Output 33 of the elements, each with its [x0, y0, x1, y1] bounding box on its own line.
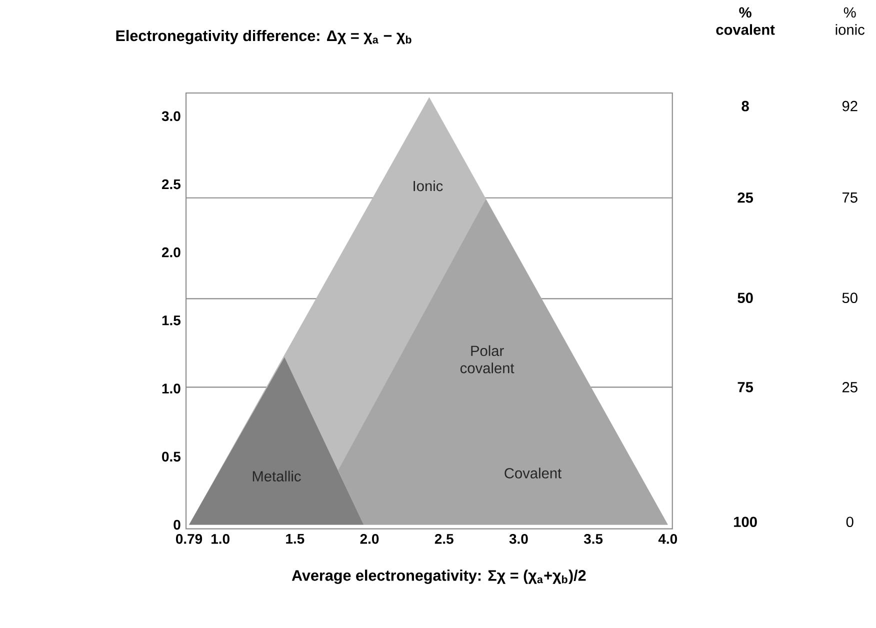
text: % covalent — [716, 7, 775, 35]
y-tick-label: 2.0 — [162, 248, 180, 258]
annotation: Polar covalent — [460, 345, 514, 374]
annotation: Metallic — [252, 470, 301, 482]
x-tick-label: 0.79 — [176, 534, 202, 544]
annotation: Ionic — [414, 180, 443, 192]
text: 25 — [842, 382, 858, 392]
y-tick-label: 2.5 — [162, 179, 180, 190]
x-axis-title: Average electronegativity: Σχ = (χ$_{a}$+χ$_{b}$)/2 — [292, 570, 586, 584]
x-tick-label: 3.0 — [509, 534, 528, 544]
text: % ionic — [836, 7, 865, 35]
text: 8 — [742, 100, 749, 112]
x-tick-label: 2.0 — [360, 534, 379, 544]
y-tick-label: 0.5 — [162, 452, 180, 462]
text: 50 — [738, 292, 753, 304]
chart-title: Electronegativity difference: Δχ = χ$_{a}$ − χ$_{b}$ — [116, 30, 412, 44]
x-tick-label: 4.0 — [658, 534, 678, 544]
text: 50 — [842, 292, 858, 304]
x-tick-label: 1.0 — [212, 534, 230, 544]
x-tick-label: 1.5 — [286, 534, 304, 544]
x-tick-label: 3.5 — [584, 534, 603, 544]
y-tick-label: 3.0 — [162, 111, 180, 122]
text: 100 — [734, 516, 757, 528]
x-tick-label: 2.5 — [434, 534, 454, 544]
text: 75 — [842, 192, 858, 203]
y-tick-label: 0 — [174, 520, 180, 530]
text: 92 — [842, 100, 858, 112]
y-tick-label: 1.5 — [162, 316, 180, 326]
text: 75 — [738, 382, 754, 392]
text: 0 — [846, 516, 854, 528]
text: 25 — [738, 192, 754, 203]
y-tick-label: 1.0 — [162, 384, 180, 394]
annotation: Covalent — [504, 468, 562, 478]
